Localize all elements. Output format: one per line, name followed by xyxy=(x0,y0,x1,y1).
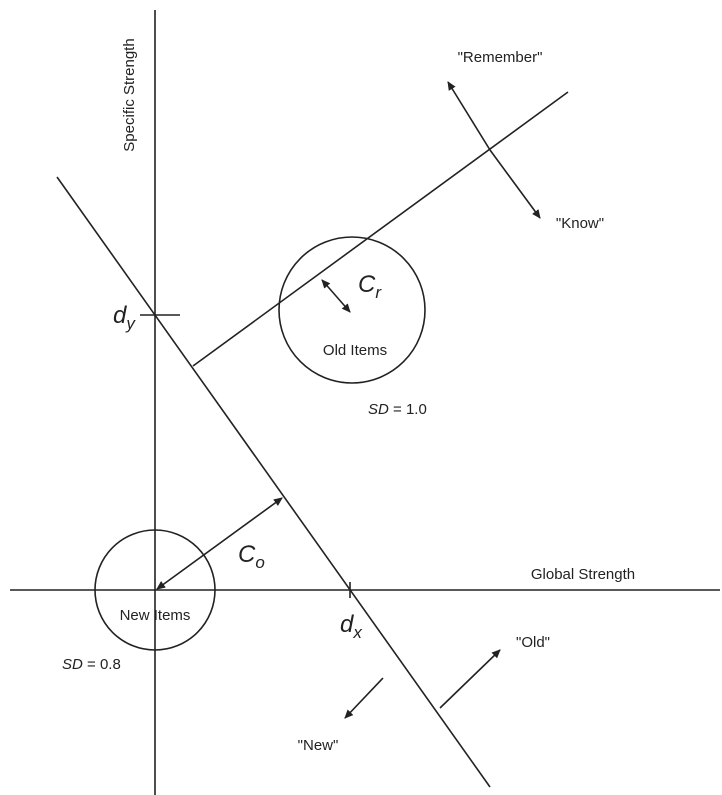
co-arrow xyxy=(156,497,283,590)
old-new-criterion xyxy=(56,176,491,788)
co-label: Co xyxy=(238,541,265,572)
old-items-circle xyxy=(278,236,426,384)
new-sd: SD = 0.8 xyxy=(62,656,121,673)
remember-know-criterion xyxy=(192,91,569,367)
remember-label: "Remember" xyxy=(458,49,543,66)
know-arrow xyxy=(489,149,541,219)
cr-arrow xyxy=(321,279,351,313)
dx-label: dx xyxy=(340,611,362,642)
old-arrow xyxy=(439,649,501,709)
cr-label: Cr xyxy=(358,271,382,302)
new-arrow xyxy=(344,677,384,719)
old-items-label: Old Items xyxy=(323,342,387,359)
old-label: "Old" xyxy=(516,634,550,651)
x-axis-label: Global Strength xyxy=(531,566,635,583)
new-items-label: New Items xyxy=(120,607,191,624)
dy-label: dy xyxy=(113,302,136,333)
old-sd: SD = 1.0 xyxy=(368,401,427,418)
new-items-circle xyxy=(94,529,216,651)
new-label: "New" xyxy=(298,737,339,754)
y-axis-label: Specific Strength xyxy=(121,38,138,151)
remember-arrow xyxy=(447,81,491,151)
know-label: "Know" xyxy=(556,215,604,232)
